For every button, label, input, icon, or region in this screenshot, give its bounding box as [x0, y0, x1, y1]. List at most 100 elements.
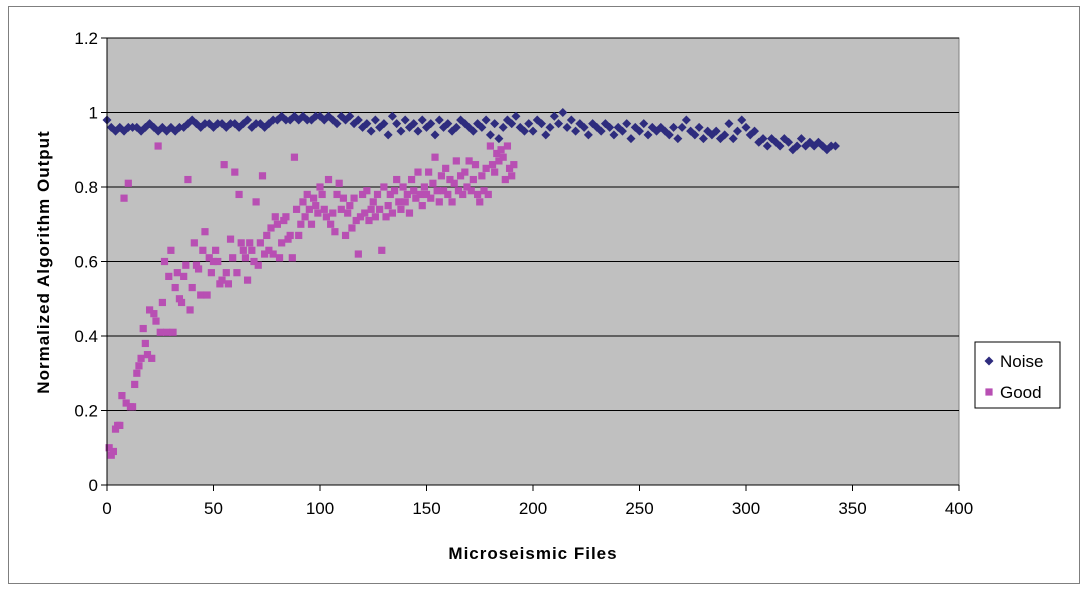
noise-point: [498, 122, 508, 132]
good-point: [192, 261, 201, 269]
noise-point: [511, 111, 521, 121]
good-point: [480, 187, 488, 195]
good-point: [231, 168, 239, 176]
good-point: [158, 298, 166, 307]
y-tick-label: 0.4: [74, 327, 98, 346]
good-point: [363, 187, 371, 195]
good-point: [254, 261, 262, 269]
x-tick-label: 0: [102, 499, 111, 518]
good-point: [275, 254, 284, 262]
noise-point: [430, 130, 440, 140]
noise-point: [451, 122, 461, 132]
noise-point: [392, 119, 402, 129]
noise-point: [549, 111, 559, 121]
y-tick-label: 0.8: [74, 178, 98, 197]
good-point: [327, 220, 335, 228]
good-point: [156, 328, 164, 336]
noise-point: [417, 115, 427, 125]
noise-point: [558, 108, 568, 117]
good-point: [160, 257, 169, 266]
good-point: [205, 254, 213, 262]
good-point: [361, 209, 369, 217]
good-point: [154, 142, 162, 150]
noise-point: [571, 126, 581, 136]
good-point: [463, 183, 471, 191]
noise-point: [762, 141, 772, 151]
good-point: [390, 187, 399, 195]
noise-point: [579, 122, 589, 132]
good-point: [422, 190, 431, 199]
x-tick-label: 250: [625, 499, 653, 518]
noise-point: [664, 130, 674, 140]
noise-point: [784, 137, 794, 147]
good-point: [442, 164, 450, 172]
noise-point: [711, 126, 721, 136]
noise-point: [596, 126, 606, 136]
good-point: [410, 187, 418, 195]
noise-point: [485, 130, 495, 140]
good-point: [399, 183, 407, 191]
good-point: [416, 190, 424, 199]
good-point: [307, 220, 316, 228]
good-point: [250, 257, 258, 266]
good-point: [246, 239, 254, 247]
good-point: [365, 216, 373, 225]
good-point: [484, 190, 492, 199]
good-point: [199, 246, 207, 254]
noise-point: [635, 126, 644, 136]
legend-marker-good: [985, 388, 993, 396]
noise-point: [345, 111, 355, 121]
good-point: [222, 269, 230, 277]
noise-point: [387, 111, 397, 121]
good-point: [218, 276, 226, 284]
good-point: [169, 328, 177, 336]
good-point: [284, 235, 292, 243]
good-point: [429, 179, 437, 187]
noise-point: [830, 141, 840, 151]
good-point: [425, 168, 433, 176]
good-point: [386, 190, 394, 199]
good-point: [133, 369, 141, 377]
good-point: [177, 298, 186, 307]
x-tick-label: 50: [204, 499, 223, 518]
good-point: [265, 246, 273, 254]
good-point: [335, 179, 343, 187]
x-tick-label: 200: [519, 499, 547, 518]
good-point: [146, 306, 154, 314]
good-point: [403, 190, 411, 199]
good-point: [314, 209, 322, 217]
noise-point: [758, 134, 768, 144]
gridlines: [107, 37, 959, 411]
good-point: [320, 205, 328, 213]
good-point: [395, 198, 403, 206]
good-point: [488, 161, 497, 169]
noise-point: [468, 126, 478, 136]
good-point: [456, 172, 465, 180]
good-point: [431, 153, 439, 161]
good-point: [465, 157, 473, 165]
good-point: [359, 190, 367, 199]
noise-point: [617, 126, 627, 136]
noise-point: [566, 115, 576, 125]
good-point: [378, 246, 386, 254]
good-point: [175, 295, 184, 303]
good-point: [295, 231, 303, 240]
good-point: [269, 250, 277, 258]
good-point: [444, 190, 452, 199]
y-tick-labels: 0 0.2 0.4 0.6 0.8 1 1.2: [74, 29, 107, 495]
noise-point: [413, 126, 423, 136]
good-point: [131, 380, 139, 389]
noise-point: [370, 115, 380, 125]
good-point: [439, 187, 448, 195]
noise-point: [724, 119, 734, 129]
good-point: [105, 444, 113, 452]
noise-point: [366, 126, 376, 136]
good-point: [388, 209, 397, 217]
good-point: [256, 239, 264, 247]
noise-point: [643, 130, 653, 140]
good-point: [437, 172, 446, 180]
good-point: [339, 194, 348, 202]
noise-point: [545, 122, 555, 132]
good-point: [148, 354, 156, 362]
noise-point: [626, 134, 636, 144]
